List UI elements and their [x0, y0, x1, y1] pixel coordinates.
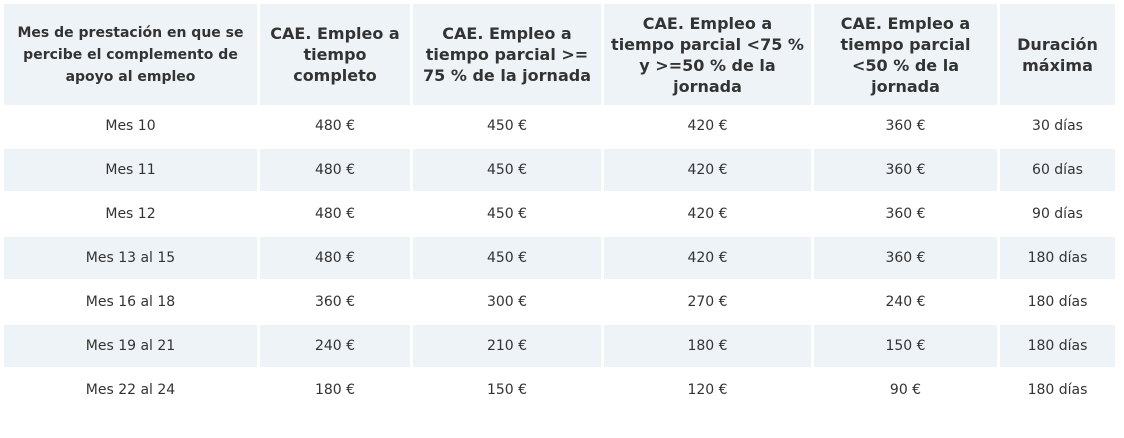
cell-max-duration: 180 días	[1000, 235, 1115, 279]
cell-part-time-50-75: 120 €	[604, 367, 811, 411]
table-row: Mes 12 480 € 450 € 420 € 360 € 90 días	[4, 191, 1115, 235]
cell-month: Mes 12	[4, 191, 257, 235]
header-month: Mes de prestación en que se percibe el c…	[4, 4, 257, 105]
cell-part-time-75: 450 €	[413, 147, 601, 191]
cell-part-time-under-50: 360 €	[814, 147, 997, 191]
cell-part-time-50-75: 270 €	[604, 279, 811, 323]
cell-full-time: 480 €	[260, 105, 410, 147]
cell-max-duration: 30 días	[1000, 105, 1115, 147]
cell-month: Mes 16 al 18	[4, 279, 257, 323]
cell-part-time-under-50: 360 €	[814, 105, 997, 147]
table-row: Mes 11 480 € 450 € 420 € 360 € 60 días	[4, 147, 1115, 191]
cell-month: Mes 22 al 24	[4, 367, 257, 411]
table-container: Mes de prestación en que se percibe el c…	[4, 4, 1115, 411]
table-row: Mes 10 480 € 450 € 420 € 360 € 30 días	[4, 105, 1115, 147]
cell-part-time-under-50: 150 €	[814, 323, 997, 367]
cell-part-time-75: 450 €	[413, 191, 601, 235]
cell-month: Mes 19 al 21	[4, 323, 257, 367]
header-full-time: CAE. Empleo a tiempo completo	[260, 4, 410, 105]
table-row: Mes 16 al 18 360 € 300 € 270 € 240 € 180…	[4, 279, 1115, 323]
cell-part-time-75: 450 €	[413, 235, 601, 279]
cell-full-time: 180 €	[260, 367, 410, 411]
cell-max-duration: 180 días	[1000, 279, 1115, 323]
table-row: Mes 19 al 21 240 € 210 € 180 € 150 € 180…	[4, 323, 1115, 367]
cell-part-time-75: 210 €	[413, 323, 601, 367]
cell-part-time-under-50: 90 €	[814, 367, 997, 411]
cell-month: Mes 13 al 15	[4, 235, 257, 279]
cell-part-time-50-75: 420 €	[604, 147, 811, 191]
cell-full-time: 480 €	[260, 235, 410, 279]
cell-part-time-75: 150 €	[413, 367, 601, 411]
cell-month: Mes 11	[4, 147, 257, 191]
cell-part-time-under-50: 360 €	[814, 235, 997, 279]
table-row: Mes 13 al 15 480 € 450 € 420 € 360 € 180…	[4, 235, 1115, 279]
cell-full-time: 240 €	[260, 323, 410, 367]
cell-max-duration: 180 días	[1000, 323, 1115, 367]
cell-part-time-75: 300 €	[413, 279, 601, 323]
cell-part-time-50-75: 180 €	[604, 323, 811, 367]
cell-part-time-50-75: 420 €	[604, 191, 811, 235]
cell-part-time-75: 450 €	[413, 105, 601, 147]
cell-part-time-under-50: 360 €	[814, 191, 997, 235]
cell-max-duration: 60 días	[1000, 147, 1115, 191]
header-part-time-under-50: CAE. Empleo a tiempo parcial <50 % de la…	[814, 4, 997, 105]
cell-part-time-under-50: 240 €	[814, 279, 997, 323]
cell-full-time: 480 €	[260, 147, 410, 191]
header-max-duration: Duración máxima	[1000, 4, 1115, 105]
header-part-time-75: CAE. Empleo a tiempo parcial >= 75 % de …	[413, 4, 601, 105]
header-part-time-50-75: CAE. Empleo a tiempo parcial <75 % y >=5…	[604, 4, 811, 105]
cell-month: Mes 10	[4, 105, 257, 147]
cell-part-time-50-75: 420 €	[604, 235, 811, 279]
cell-part-time-50-75: 420 €	[604, 105, 811, 147]
header-row: Mes de prestación en que se percibe el c…	[4, 4, 1115, 105]
cell-full-time: 480 €	[260, 191, 410, 235]
cell-max-duration: 180 días	[1000, 367, 1115, 411]
cae-table: Mes de prestación en que se percibe el c…	[1, 4, 1118, 411]
cell-full-time: 360 €	[260, 279, 410, 323]
cell-max-duration: 90 días	[1000, 191, 1115, 235]
table-row: Mes 22 al 24 180 € 150 € 120 € 90 € 180 …	[4, 367, 1115, 411]
